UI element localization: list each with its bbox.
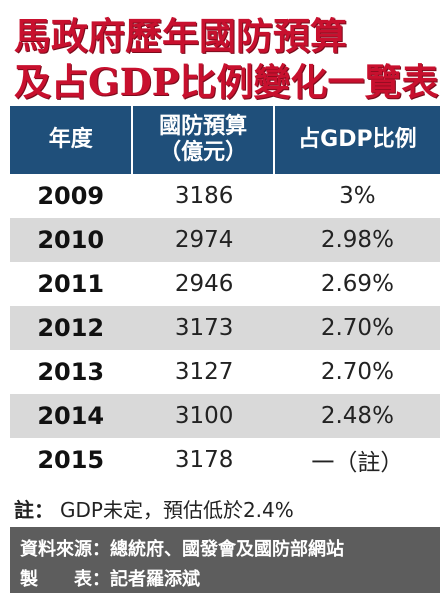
- table-header: 年度 國防預算 （億元） 占GDP比例: [10, 106, 440, 174]
- cell-budget: 3178: [174, 447, 234, 473]
- cell-year: 2010: [37, 226, 105, 254]
- table-row: 2010 2974 2.98%: [10, 218, 440, 262]
- cell-ratio: 2.98%: [320, 227, 394, 253]
- cell-budget: 2946: [174, 271, 234, 297]
- cell-year: 2009: [37, 182, 105, 210]
- table-row: 2011 2946 2.69%: [10, 262, 440, 306]
- cell-year: 2011: [37, 270, 105, 298]
- cell-ratio: 一（註）: [311, 450, 404, 476]
- cell-ratio: 2.70%: [320, 359, 394, 385]
- header-budget: 國防預算 （億元）: [131, 106, 275, 174]
- cell-budget: 3186: [174, 183, 234, 209]
- cell-ratio: 2.69%: [320, 271, 394, 297]
- cell-ratio: 2.70%: [320, 315, 394, 341]
- cell-ratio: 3%: [339, 183, 376, 209]
- source-line: 資料來源：總統府、國發會及國防部網站: [20, 535, 344, 561]
- footnote-label: 註：: [14, 497, 54, 522]
- cell-ratio: 2.48%: [320, 403, 394, 429]
- cell-year: 2015: [37, 446, 105, 474]
- source-value: ：總統府、國發會及國防部網站: [92, 539, 344, 560]
- header-ratio: 占GDP比例: [298, 126, 417, 152]
- cell-budget: 3100: [174, 403, 234, 429]
- cell-budget: 3173: [174, 315, 234, 341]
- cell-year: 2014: [37, 402, 105, 430]
- title-line-2: 及占GDP比例變化一覽表: [14, 60, 439, 104]
- cell-budget: 2974: [174, 227, 234, 253]
- header-year: 年度: [48, 126, 93, 152]
- cell-year: 2012: [37, 314, 105, 342]
- table-row: 2012 3173 2.70%: [10, 306, 440, 350]
- credits-bar: 資料來源：總統府、國發會及國防部網站 製 表：記者羅添斌: [10, 527, 440, 593]
- header-budget-label: 國防預算 （億元）: [159, 113, 248, 165]
- budget-table: 年度 國防預算 （億元） 占GDP比例 2009 3186 3% 2010 29…: [10, 106, 440, 482]
- title-block: 馬政府歷年國防預算 及占GDP比例變化一覽表: [0, 0, 448, 104]
- cell-budget: 3127: [174, 359, 234, 385]
- cell-year: 2013: [37, 358, 105, 386]
- table-row: 2014 3100 2.48%: [10, 394, 440, 438]
- table-row: 2009 3186 3%: [10, 174, 440, 218]
- maker-line: 製 表：記者羅添斌: [20, 565, 200, 591]
- title-line-1: 馬政府歷年國防預算: [14, 14, 347, 58]
- maker-label: 製 表: [20, 569, 92, 590]
- table-row: 2015 3178 一（註）: [10, 438, 440, 482]
- maker-value: ：記者羅添斌: [92, 569, 200, 590]
- table-row: 2013 3127 2.70%: [10, 350, 440, 394]
- footnote-text: GDP未定，預估低於2.4%: [60, 497, 294, 522]
- source-label: 資料來源: [20, 539, 92, 560]
- footnote: 註： GDP未定，預估低於2.4%: [14, 489, 294, 527]
